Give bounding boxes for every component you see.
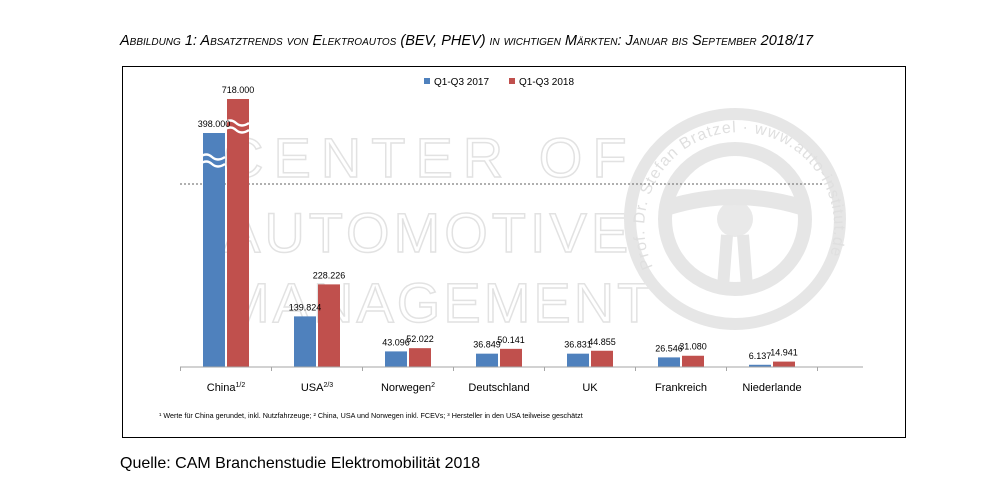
steering-wheel-icon — [624, 108, 846, 330]
value-label: 44.855 — [588, 337, 616, 347]
figure-caption: Abbildung 1: Absatztrends von Elektroaut… — [120, 33, 814, 49]
value-label: 718.000 — [222, 85, 255, 95]
value-label: 36.831 — [564, 340, 592, 350]
category-label: USA2/3 — [301, 382, 333, 394]
bars-layer — [199, 99, 795, 367]
bar-chart: CENTER OF AUTOMOTIVE MANAGEMENT Prof. Dr… — [159, 77, 863, 420]
value-label: 36.849 — [473, 340, 501, 350]
value-label: 6.137 — [749, 351, 772, 361]
bar-uk-2018 — [591, 350, 613, 367]
value-label: 398.000 — [198, 119, 231, 129]
value-label: 52.022 — [406, 334, 434, 344]
chart-footnote: ¹ Werte für China gerundet, inkl. Nutzfa… — [159, 411, 583, 420]
category-label: Deutschland — [468, 382, 529, 394]
bar-frankreich-2017 — [658, 357, 680, 367]
legend-label-2018: Q1-Q3 2018 — [519, 77, 574, 88]
value-label: 31.080 — [679, 342, 707, 352]
bar-deutschland-2018 — [500, 348, 522, 367]
axis-break-mark — [223, 119, 250, 134]
bar-norwegen-2018 — [409, 348, 431, 367]
watermark-line-3: MANAGEMENT — [223, 271, 654, 334]
legend-label-2017: Q1-Q3 2017 — [434, 77, 489, 88]
bar-deutschland-2017 — [476, 353, 498, 367]
category-label: UK — [582, 382, 598, 394]
value-label: 43.096 — [382, 337, 410, 347]
bar-frankreich-2018 — [682, 355, 704, 367]
value-label: 14.941 — [770, 348, 798, 358]
bar-china-2018 — [227, 99, 249, 367]
value-label: 26.546 — [655, 343, 683, 353]
legend: Q1-Q3 2017 Q1-Q3 2018 — [424, 77, 574, 88]
category-label: Frankreich — [655, 382, 707, 394]
value-labels-layer: 398.000 718.000 139.824 228.226 43.09652.022… — [198, 85, 798, 361]
watermark-line-1: CENTER OF — [223, 126, 637, 189]
chart-frame: CENTER OF AUTOMOTIVE MANAGEMENT Prof. Dr… — [122, 66, 906, 438]
watermark: CENTER OF AUTOMOTIVE MANAGEMENT Prof. Dr… — [222, 108, 846, 335]
category-labels-layer: China1/2 USA2/3 Norwegen2 Deutschland UK Fran… — [207, 382, 802, 394]
watermark-line-2: AUTOMOTIVE — [223, 201, 632, 264]
category-label: China1/2 — [207, 382, 246, 394]
x-axis-ticks — [180, 367, 818, 371]
bar-norwegen-2017 — [385, 351, 407, 367]
value-label: 228.226 — [313, 270, 346, 280]
bar-usa-2018 — [318, 284, 340, 367]
value-label: 139.824 — [289, 302, 322, 312]
legend-swatch-2017 — [424, 78, 430, 84]
value-label: 50.141 — [497, 335, 525, 345]
axis-break-mark — [199, 153, 226, 168]
bar-uk-2017 — [567, 353, 589, 367]
category-label: Niederlande — [742, 382, 801, 394]
bar-niederlande-2017 — [749, 364, 771, 367]
category-label: Norwegen2 — [381, 382, 435, 394]
bar-niederlande-2018 — [773, 361, 795, 367]
bar-china-2017 — [203, 133, 225, 367]
legend-swatch-2018 — [509, 78, 515, 84]
source-note: Quelle: CAM Branchenstudie Elektromobili… — [120, 455, 481, 472]
bar-usa-2017 — [294, 316, 316, 367]
